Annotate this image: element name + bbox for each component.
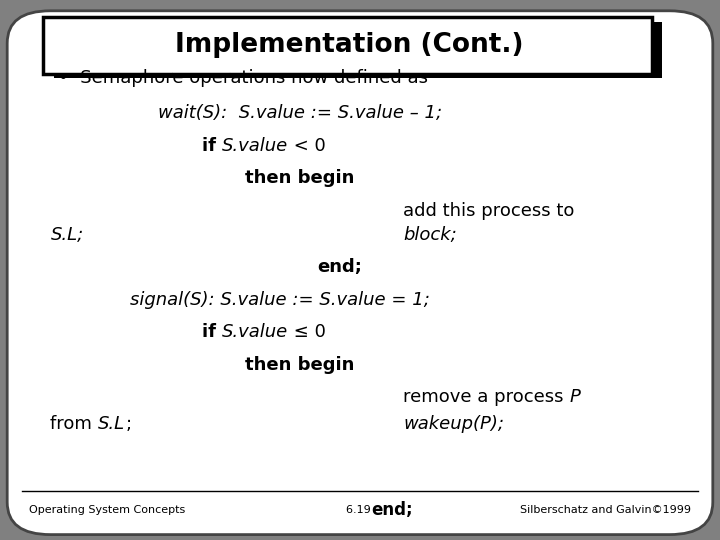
Text: S.value: S.value	[222, 137, 288, 155]
Text: end;: end;	[317, 258, 361, 276]
Text: P: P	[570, 388, 580, 406]
Text: S.L;: S.L;	[50, 226, 84, 244]
Text: then begin: then begin	[245, 169, 354, 187]
Text: Operating System Concepts: Operating System Concepts	[29, 505, 185, 515]
Text: end;: end;	[371, 501, 413, 519]
Text: 6.19: 6.19	[346, 505, 377, 515]
Text: •  Semaphore operations now defined as: • Semaphore operations now defined as	[58, 69, 428, 87]
Text: add this process to: add this process to	[403, 201, 575, 220]
FancyBboxPatch shape	[43, 17, 652, 74]
Text: remove a process: remove a process	[403, 388, 570, 406]
Text: Silberschatz and Galvin©1999: Silberschatz and Galvin©1999	[520, 505, 691, 515]
FancyBboxPatch shape	[54, 22, 662, 78]
Text: wakeup(P);: wakeup(P);	[403, 415, 504, 433]
Text: S.L: S.L	[98, 415, 125, 433]
Text: then begin: then begin	[245, 355, 354, 374]
Text: S.value: S.value	[222, 323, 288, 341]
Text: if: if	[202, 323, 222, 341]
FancyBboxPatch shape	[7, 11, 713, 535]
Text: from: from	[50, 415, 98, 433]
Text: wait(S):  S.value := S.value – 1;: wait(S): S.value := S.value – 1;	[158, 104, 443, 123]
Text: < 0: < 0	[288, 137, 326, 155]
Text: block;: block;	[403, 226, 457, 244]
Text: signal(S): S.value := S.value = 1;: signal(S): S.value := S.value = 1;	[130, 291, 429, 309]
Text: ;: ;	[125, 415, 131, 433]
Text: ≤ 0: ≤ 0	[288, 323, 326, 341]
Text: if: if	[202, 137, 222, 155]
Text: Implementation (Cont.): Implementation (Cont.)	[175, 32, 523, 58]
